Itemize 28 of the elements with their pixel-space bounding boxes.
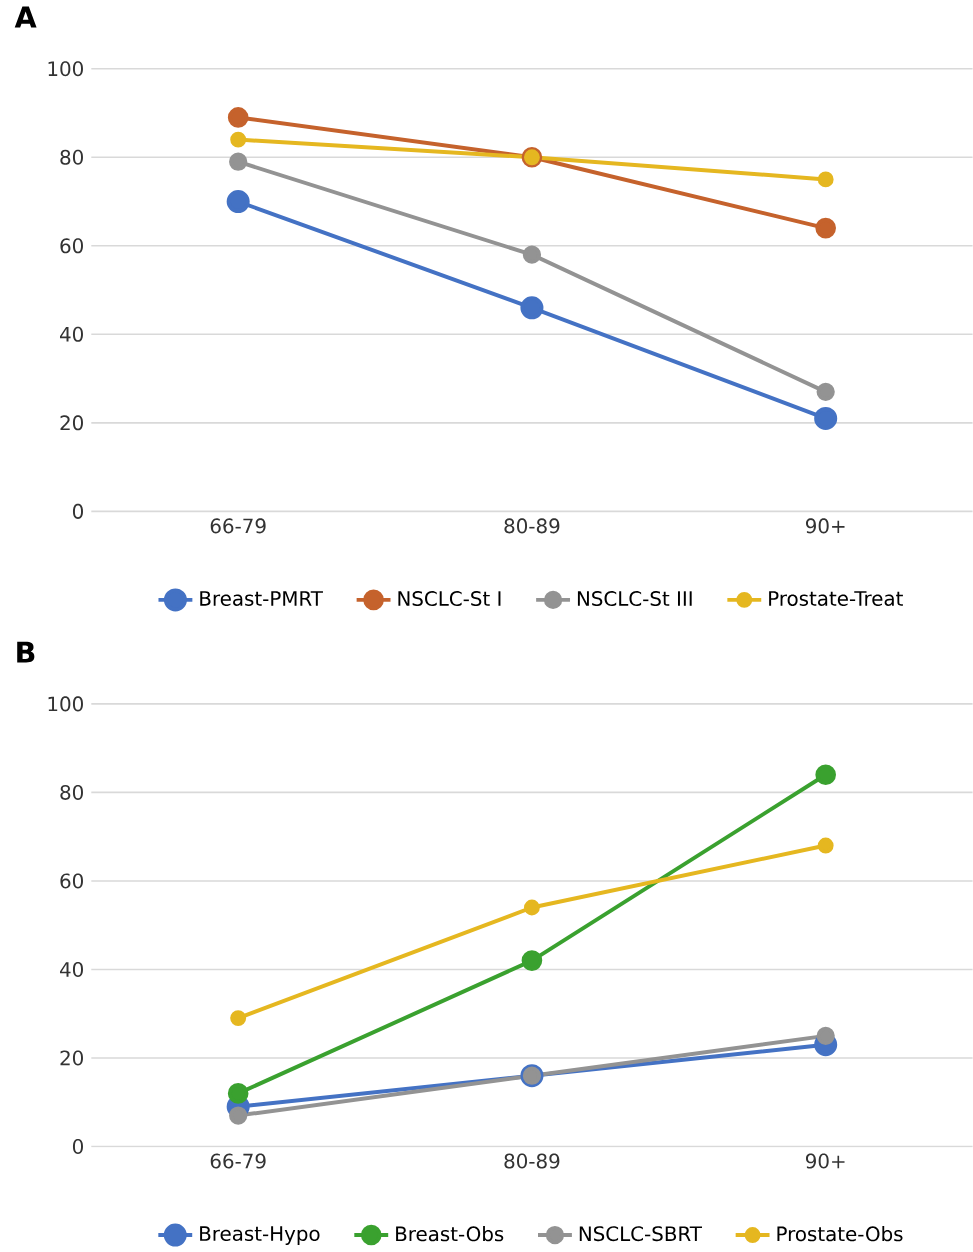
y-tick-label: 100 [48, 61, 83, 77]
x-tick-label: 66-79 [210, 518, 266, 534]
y-tick-label: 20 [60, 1050, 83, 1066]
legend-label: Prostate-Obs [777, 1225, 903, 1242]
y-tick-label: 40 [59, 961, 83, 977]
legend-label: Breast-Obs [395, 1225, 504, 1242]
chart-title: A [14, 6, 37, 28]
legend-label: NSCLC-SBRT [579, 1226, 702, 1242]
x-tick-label: 80-89 [504, 1153, 560, 1169]
x-tick-label: 90+ [805, 1153, 845, 1169]
y-tick-label: 40 [59, 326, 83, 342]
y-tick-label: 60 [60, 873, 83, 889]
y-tick-label: 20 [60, 415, 83, 431]
y-tick-label: 80 [60, 784, 83, 800]
chart-title: B [17, 641, 35, 663]
y-tick-label: 80 [60, 149, 83, 165]
legend-label: NSCLC-St III [577, 591, 692, 607]
y-tick-label: 100 [48, 696, 83, 712]
legend-label: Breast-PMRT [200, 591, 323, 606]
y-tick-label: 0 [72, 1138, 83, 1155]
y-tick-label: 0 [72, 503, 83, 519]
legend-label: NSCLC-St I [398, 591, 501, 607]
x-tick-label: 90+ [805, 518, 845, 534]
x-tick-label: 80-89 [504, 518, 560, 534]
y-tick-label: 60 [60, 238, 83, 254]
x-tick-label: 66-79 [210, 1153, 266, 1169]
legend-label: Prostate-Treat [768, 591, 903, 606]
legend-label: Breast-Hypo [199, 1226, 320, 1245]
